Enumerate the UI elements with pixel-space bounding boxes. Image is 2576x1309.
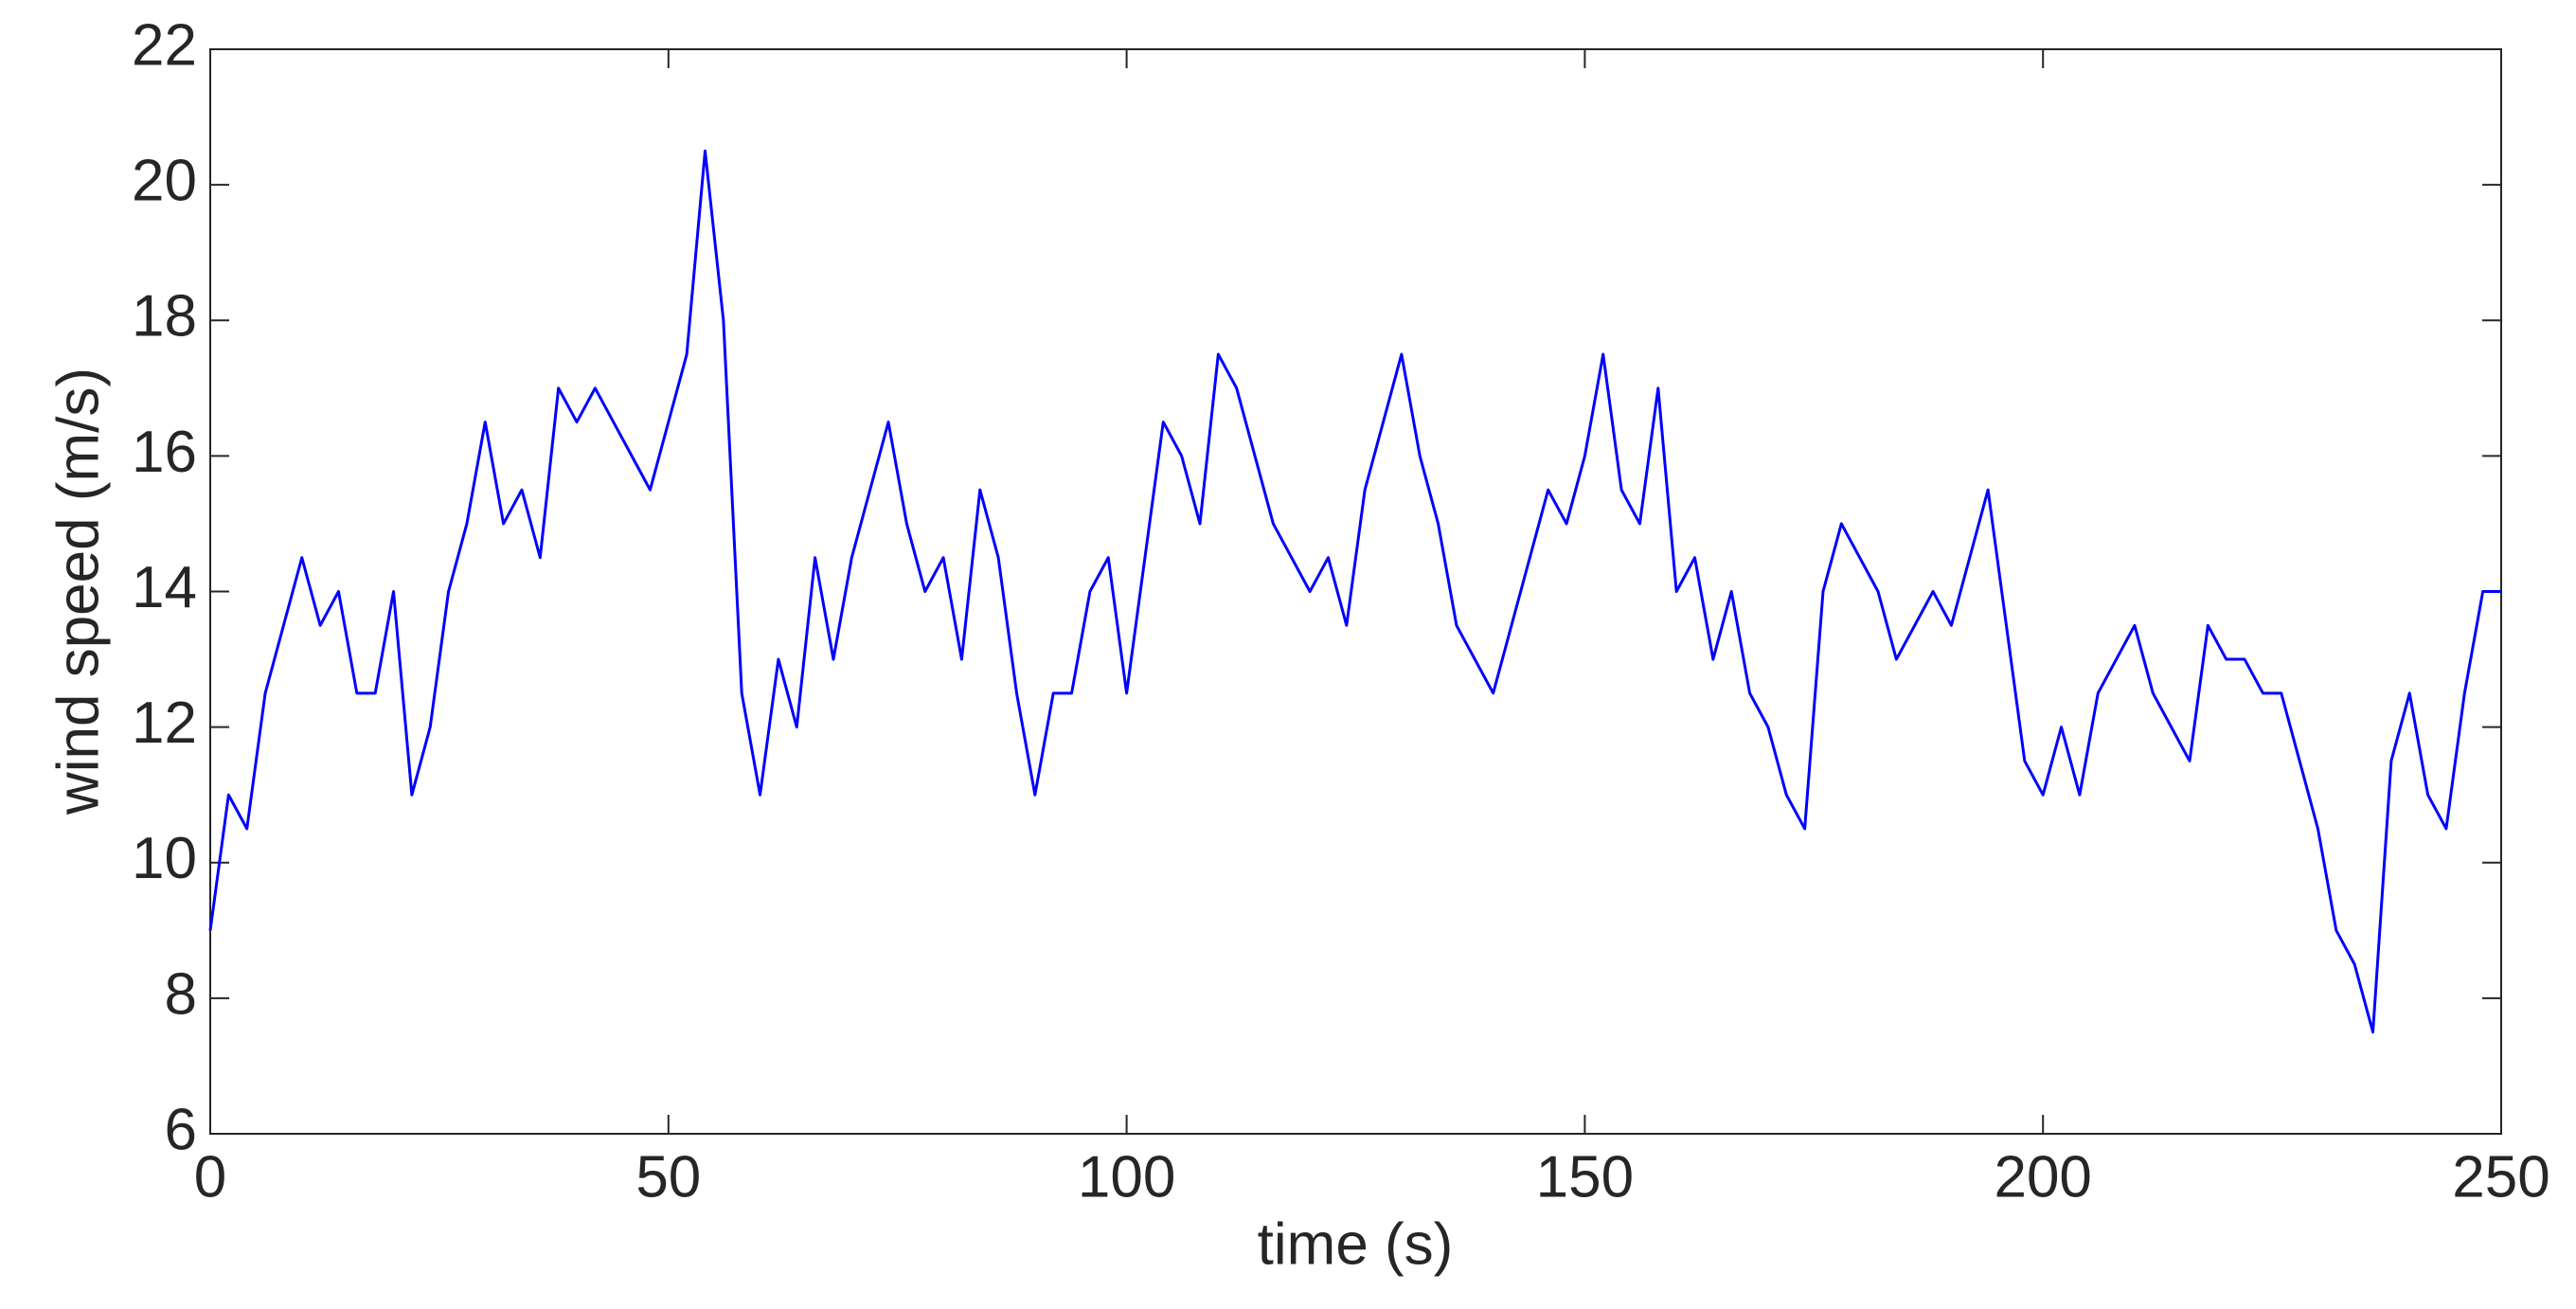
x-tick-label: 200 bbox=[1994, 1144, 2091, 1210]
y-tick-label: 10 bbox=[132, 826, 197, 891]
y-tick-label: 20 bbox=[132, 149, 197, 214]
y-axis-label: wind speed (m/s) bbox=[45, 368, 111, 816]
y-tick-label: 12 bbox=[132, 690, 197, 756]
y-tick-label: 16 bbox=[132, 420, 197, 485]
x-tick-label: 100 bbox=[1078, 1144, 1175, 1210]
x-axis-label: time (s) bbox=[1258, 1211, 1454, 1277]
y-tick-label: 18 bbox=[132, 284, 197, 350]
x-tick-label: 150 bbox=[1536, 1144, 1634, 1210]
plot-frame bbox=[209, 48, 2502, 1135]
data-line bbox=[208, 149, 2501, 1034]
y-tick-label: 8 bbox=[165, 961, 197, 1027]
x-tick-label: 50 bbox=[635, 1144, 701, 1210]
x-tick-label: 0 bbox=[194, 1144, 226, 1210]
y-tick-label: 6 bbox=[165, 1097, 197, 1162]
y-tick-label: 14 bbox=[132, 555, 197, 620]
y-tick-label: 22 bbox=[132, 12, 197, 78]
x-tick-label: 250 bbox=[2452, 1144, 2549, 1210]
